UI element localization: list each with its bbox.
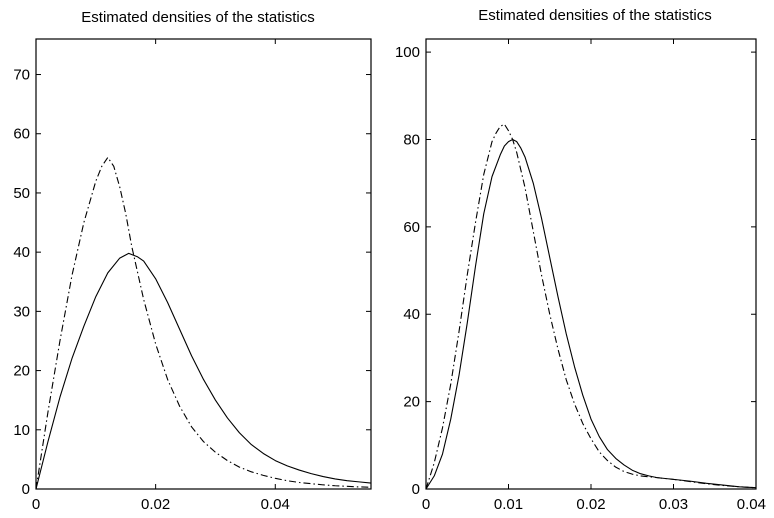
right-y-tick-label: 80 xyxy=(403,131,420,148)
right-chart-title: Estimated densities of the statistics xyxy=(478,7,711,24)
right-y-tick-label: 20 xyxy=(403,394,420,411)
left-y-tick-label: 40 xyxy=(13,244,30,261)
right-series-solid-line xyxy=(425,138,757,490)
right-x-tick-label: 0.02 xyxy=(576,496,605,513)
right-y-tick-label: 0 xyxy=(412,481,420,498)
left-y-tick-label: 10 xyxy=(13,422,30,439)
right-series-dashdot-line xyxy=(425,123,757,490)
left-y-tick-label: 50 xyxy=(13,185,30,202)
right-y-tick-label: 40 xyxy=(403,306,420,323)
right-x-tick-label: 0.04 xyxy=(737,496,766,513)
left-series-solid-line xyxy=(35,252,372,490)
right-x-tick-label: 0 xyxy=(422,496,430,513)
left-series-dashdot-line xyxy=(35,156,372,490)
right-y-tick-label: 100 xyxy=(395,44,420,61)
left-y-tick-label: 0 xyxy=(22,481,30,498)
right-x-tick-label: 0.03 xyxy=(659,496,688,513)
left-x-tick-label: 0.04 xyxy=(261,496,290,513)
left-plot-area xyxy=(35,38,372,490)
left-chart-title: Estimated densities of the statistics xyxy=(81,9,314,26)
left-y-tick-label: 30 xyxy=(13,303,30,320)
left-y-tick-label: 60 xyxy=(13,126,30,143)
right-x-tick-label: 0.01 xyxy=(494,496,523,513)
left-x-tick-label: 0.02 xyxy=(141,496,170,513)
left-x-tick-label: 0 xyxy=(32,496,40,513)
left-y-tick-label: 20 xyxy=(13,363,30,380)
right-y-tick-label: 60 xyxy=(403,219,420,236)
left-y-tick-label: 70 xyxy=(13,67,30,84)
